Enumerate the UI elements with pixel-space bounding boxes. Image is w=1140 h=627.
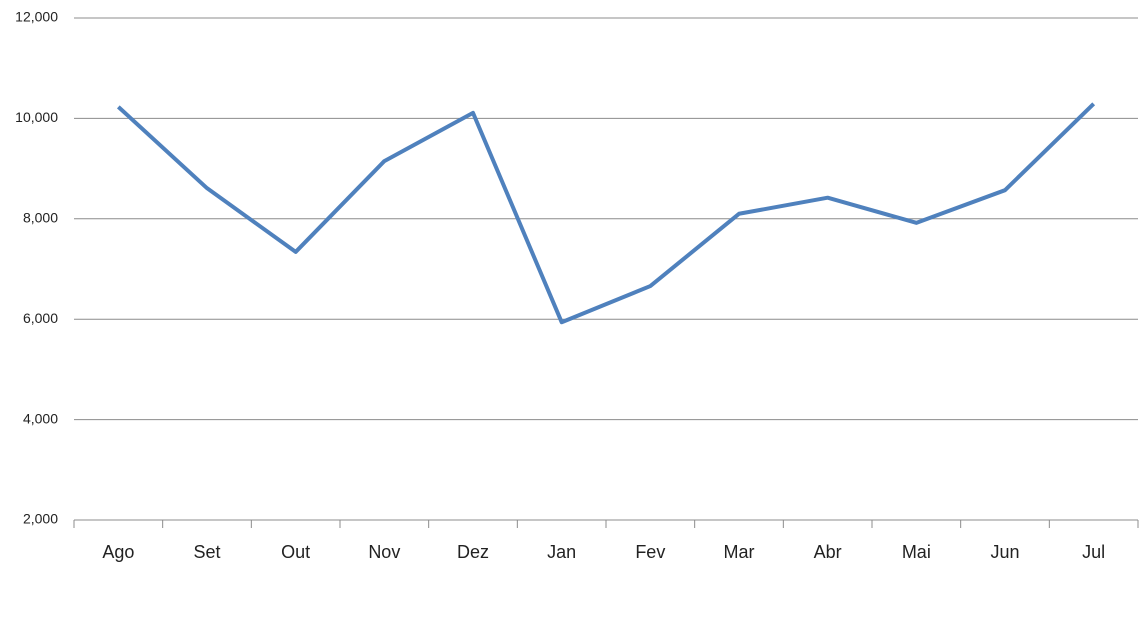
x-tick-label: Set: [193, 542, 220, 562]
x-tick-label: Fev: [635, 542, 665, 562]
y-tick-label: 10,000: [15, 109, 58, 125]
x-tick-label: Dez: [457, 542, 489, 562]
y-tick-label: 12,000: [15, 9, 58, 25]
x-tick-label: Mai: [902, 542, 931, 562]
y-tick-label: 4,000: [23, 410, 58, 426]
y-tick-label: 8,000: [23, 210, 58, 226]
x-tick-label: Ago: [102, 542, 134, 562]
x-tick-label: Jan: [547, 542, 576, 562]
x-tick-label: Jul: [1082, 542, 1105, 562]
y-tick-label: 6,000: [23, 310, 58, 326]
x-tick-label: Jun: [990, 542, 1019, 562]
data-line: [116, 102, 1096, 325]
x-tick-label: Out: [281, 542, 310, 562]
y-tick-label: 2,000: [23, 511, 58, 527]
x-tick-label: Nov: [368, 542, 400, 562]
x-tick-label: Abr: [814, 542, 842, 562]
x-tick-label: Mar: [724, 542, 755, 562]
